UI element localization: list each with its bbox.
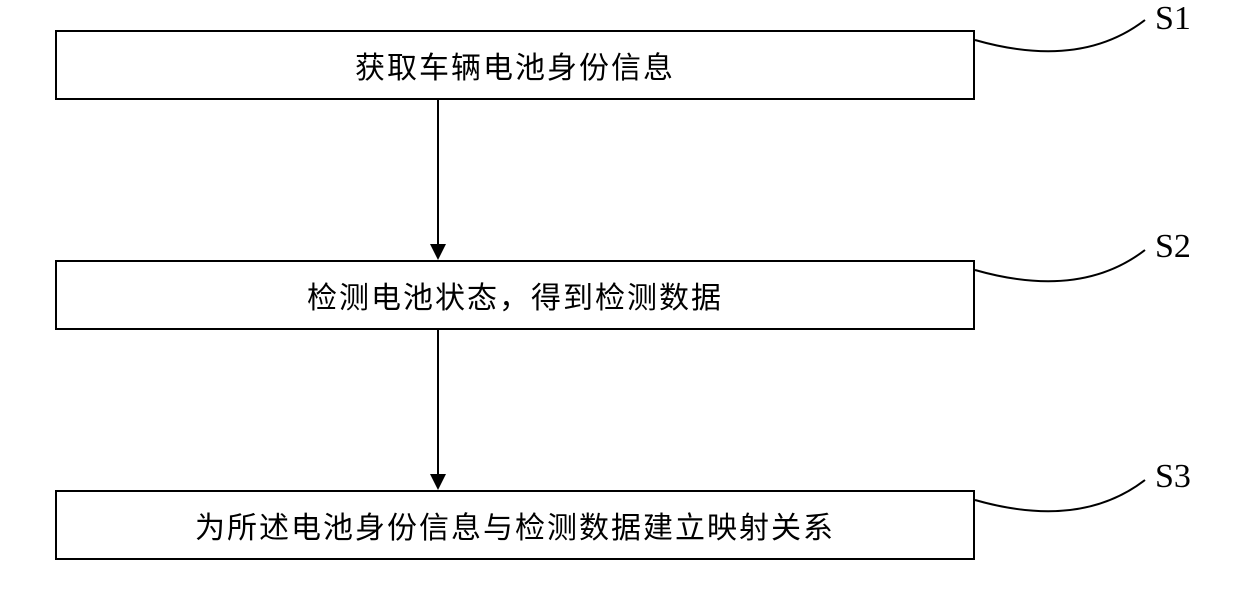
step-label-s3: S3 [1155, 458, 1191, 496]
label-connectors [0, 0, 1240, 610]
step-label-s2: S2 [1155, 228, 1191, 266]
connector-s3 [975, 480, 1145, 511]
connector-s1 [975, 20, 1145, 51]
connector-s2 [975, 250, 1145, 281]
step-label-s1: S1 [1155, 0, 1191, 38]
